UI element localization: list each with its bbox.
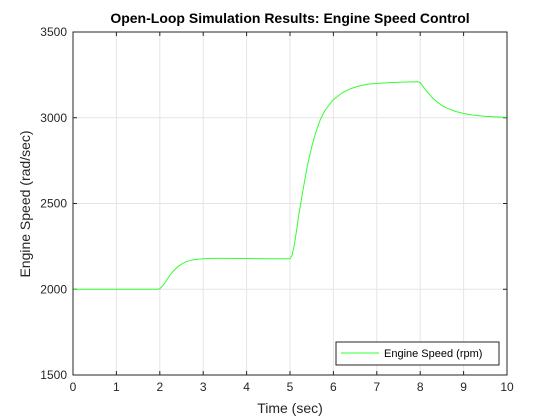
x-tick-label: 2 [156,380,163,394]
y-tick-label: 2000 [40,282,67,296]
legend: Engine Speed (rpm) [335,341,500,366]
legend-label: Engine Speed (rpm) [384,348,482,360]
x-tick-label: 6 [330,380,337,394]
x-tick-label: 5 [287,380,294,394]
x-tick-label: 7 [373,380,380,394]
x-tick-label: 3 [200,380,207,394]
x-axis-title: Time (sec) [257,400,323,416]
y-axis-title: Engine Speed (rad/sec) [17,130,33,277]
x-tick-label: 8 [417,380,424,394]
tick-labels: 0 1 2 3 4 5 6 7 8 9 10 1500 2000 2500 3000 3500 [40,25,514,394]
series-line-engine-speed [73,81,508,290]
legend-box [335,341,500,366]
x-tick-label: 0 [70,380,77,394]
chart-title: Open-Loop Simulation Results: Engine Spe… [110,10,469,26]
series-layer [73,81,508,290]
x-tick-label: 9 [460,380,467,394]
y-tick-label: 3000 [40,111,67,125]
y-tick-label: 2500 [40,197,67,211]
x-tick-label: 4 [243,380,250,394]
y-tick-label: 1500 [40,368,67,382]
x-tick-label: 10 [500,380,514,394]
y-tick-label: 3500 [40,25,67,39]
axes-box [72,31,508,376]
x-tick-label: 1 [113,380,120,394]
